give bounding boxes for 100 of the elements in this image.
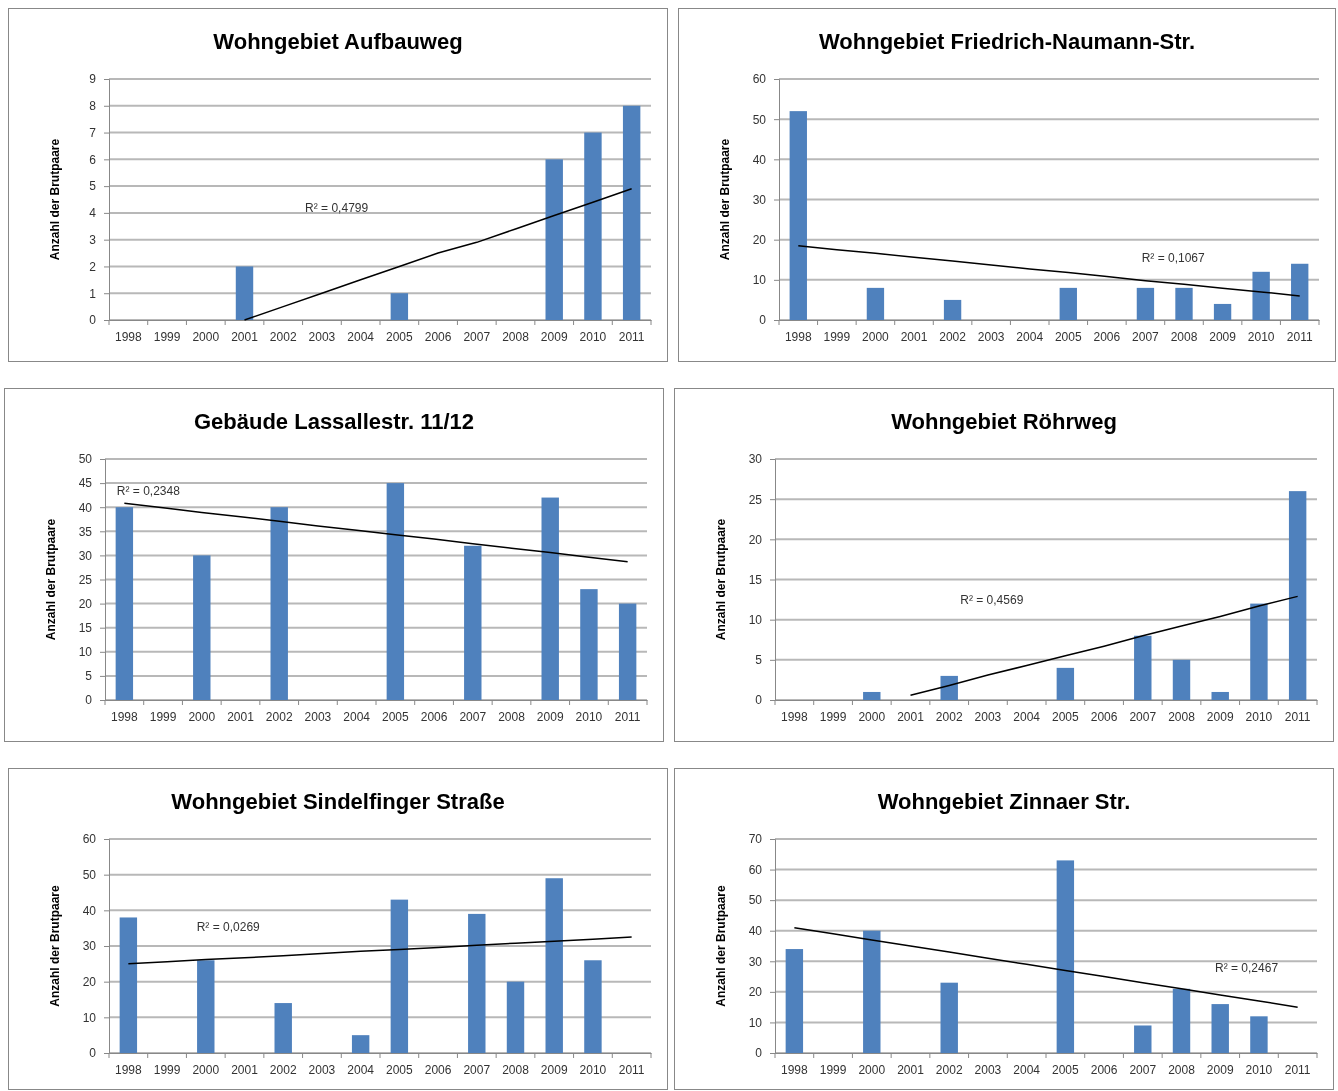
- x-tick-label: 2011: [1284, 709, 1311, 724]
- y-tick-label: 4: [89, 206, 97, 221]
- bar: [1059, 287, 1077, 320]
- y-tick-label: 15: [748, 572, 763, 587]
- x-tick-label: 2005: [386, 329, 414, 344]
- x-tick-label: 2004: [1013, 1062, 1041, 1077]
- annotation: R² = 0,4799: [305, 200, 369, 215]
- x-tick-label: 2002: [935, 1062, 963, 1077]
- bar: [1211, 691, 1229, 700]
- x-tick-label: 2011: [614, 709, 641, 724]
- y-tick-label: 0: [755, 693, 763, 708]
- x-tick-label: 1998: [784, 329, 812, 344]
- x-tick-label: 2008: [1170, 329, 1198, 344]
- y-tick-label: 0: [85, 693, 93, 708]
- x-tick-label: 2009: [540, 1062, 568, 1077]
- y-tick-label: 40: [78, 500, 93, 515]
- x-tick-label: 2006: [424, 329, 452, 344]
- bar: [1288, 491, 1307, 700]
- x-tick-label: 2001: [231, 1062, 259, 1077]
- x-tick-label: 2008: [502, 1062, 530, 1077]
- chart-title: Wohngebiet Zinnaer Str.: [877, 789, 1131, 814]
- x-tick-label: 2003: [308, 329, 336, 344]
- bar: [584, 132, 602, 320]
- y-tick-label: 25: [78, 572, 93, 587]
- x-tick-label: 2000: [192, 329, 220, 344]
- x-tick-label: 2007: [463, 329, 491, 344]
- x-tick-label: 1998: [115, 329, 143, 344]
- y-tick-label: 20: [748, 532, 763, 547]
- line-series: [797, 244, 1301, 297]
- y-tick-label: 0: [759, 313, 767, 328]
- bar: [1134, 1025, 1152, 1053]
- x-tick-label: 2010: [1245, 709, 1273, 724]
- x-tick-label: 2003: [304, 709, 332, 724]
- y-tick-label: 5: [85, 669, 93, 684]
- y-tick-label: 3: [89, 233, 97, 248]
- chart-title: Wohngebiet Friedrich-Naumann-Str.: [818, 29, 1196, 54]
- x-tick-label: 2000: [862, 329, 890, 344]
- x-tick-label: 2005: [1052, 1062, 1080, 1077]
- x-tick-label: 2010: [1247, 329, 1275, 344]
- x-tick-label: 1999: [823, 329, 851, 344]
- y-tick-label: 60: [752, 72, 767, 87]
- x-tick-label: 2011: [618, 329, 645, 344]
- x-tick-label: 2001: [231, 329, 259, 344]
- x-tick-label: 2000: [858, 1062, 886, 1077]
- y-tick-label: 8: [89, 99, 97, 114]
- x-tick-label: 2004: [347, 1062, 375, 1077]
- bar: [1134, 635, 1152, 700]
- line-series: [909, 595, 1299, 696]
- x-tick-label: 2011: [1286, 329, 1313, 344]
- x-tick-label: 2004: [347, 329, 375, 344]
- bar: [940, 982, 958, 1053]
- x-tick-label: 2011: [1284, 1062, 1311, 1077]
- bar: [115, 507, 134, 700]
- bar: [468, 913, 486, 1053]
- bar: [1172, 988, 1191, 1053]
- annotation: R² = 0,2348: [116, 484, 181, 499]
- x-tick-label: 1999: [153, 329, 181, 344]
- bar: [1056, 667, 1075, 700]
- bar: [235, 266, 254, 320]
- bar: [1250, 603, 1268, 700]
- x-tick-label: 2001: [900, 329, 928, 344]
- y-tick-label: 50: [78, 452, 93, 467]
- x-tick-label: 2009: [540, 329, 568, 344]
- y-tick-label: 50: [748, 893, 763, 908]
- bar: [464, 545, 482, 700]
- line-series: [243, 188, 633, 321]
- x-tick-label: 2002: [935, 709, 963, 724]
- y-tick-label: 6: [89, 152, 97, 167]
- y-tick-label: 9: [89, 72, 97, 87]
- y-tick-label: 40: [752, 152, 767, 167]
- y-tick-label: 15: [78, 621, 93, 636]
- y-tick-label: 60: [748, 862, 763, 877]
- bar: [545, 159, 563, 320]
- y-tick-label: 0: [755, 1046, 763, 1061]
- y-tick-label: 20: [82, 975, 97, 990]
- x-tick-label: 2000: [188, 709, 216, 724]
- y-tick-label: 0: [89, 1046, 97, 1061]
- x-tick-label: 2004: [1016, 329, 1044, 344]
- y-tick-label: 10: [78, 645, 93, 660]
- x-tick-label: 2007: [1129, 1062, 1157, 1077]
- bar: [274, 1003, 292, 1053]
- y-tick-label: 0: [89, 313, 97, 328]
- x-tick-label: 1999: [819, 709, 847, 724]
- bar: [1056, 860, 1075, 1053]
- x-tick-label: 2007: [1132, 329, 1160, 344]
- x-tick-label: 2009: [1209, 329, 1237, 344]
- y-tick-label: 30: [748, 954, 763, 969]
- bar: [1291, 263, 1309, 320]
- y-axis-title: Anzahl der Brutpaare: [714, 884, 728, 1007]
- annotation: R² = 0,4569: [960, 592, 1024, 607]
- x-tick-label: 2010: [1245, 1062, 1273, 1077]
- y-tick-label: 35: [78, 524, 93, 539]
- chart-title: Wohngebiet Röhrweg: [891, 409, 1117, 434]
- y-tick-label: 70: [748, 832, 763, 847]
- y-tick-label: 60: [82, 832, 97, 847]
- x-tick-label: 1999: [149, 709, 177, 724]
- y-tick-label: 50: [82, 868, 97, 883]
- bar: [390, 293, 409, 320]
- y-axis-title: Anzahl der Brutpaare: [44, 518, 58, 641]
- bar: [1213, 303, 1232, 320]
